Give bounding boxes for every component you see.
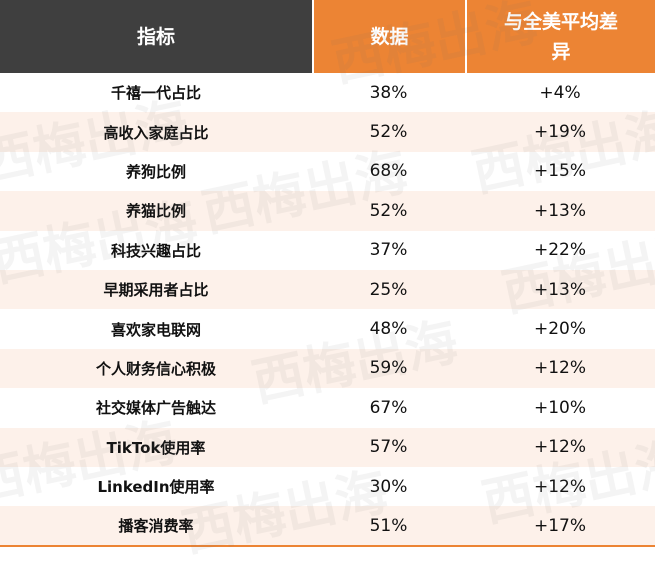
table-row: 科技兴趣占比 37% +22%	[0, 231, 655, 270]
table-row: 播客消费率 51% +17%	[0, 506, 655, 546]
cell-value: 68%	[369, 161, 408, 182]
table-row: 养猫比例 52% +13%	[0, 191, 655, 231]
cell-value: 67%	[369, 397, 408, 418]
table-row: 个人财务信心积极 59% +12%	[0, 348, 655, 389]
cell-value: 57%	[369, 437, 408, 458]
cell-diff: +10%	[533, 397, 587, 418]
table-row: TikTok使用率 57% +12%	[0, 427, 655, 467]
cell-metric: 养猫比例	[125, 202, 186, 221]
table-row: 社交媒体广告触达 67% +10%	[0, 388, 655, 427]
cell-diff: +13%	[533, 279, 587, 300]
cell-diff: +20%	[533, 319, 587, 340]
cell-value: 52%	[369, 122, 408, 143]
bottom-rule	[0, 545, 655, 547]
table-row: 早期采用者占比 25% +13%	[0, 269, 655, 310]
cell-diff: +13%	[533, 200, 587, 221]
cell-diff: +12%	[533, 476, 587, 497]
cell-diff: +12%	[533, 437, 587, 458]
cell-metric: 社交媒体广告触达	[95, 399, 216, 418]
cell-metric: 养狗比例	[125, 162, 186, 181]
cell-value: 48%	[369, 319, 408, 340]
cell-value: 51%	[369, 515, 408, 536]
cell-metric: 高收入家庭占比	[103, 123, 209, 142]
cell-metric: TikTok使用率	[106, 438, 206, 457]
data-table: 指标 数据 与全美平均差异 千禧一代占比 38% +4% 高收入家庭占比 52% +19%…	[0, 0, 655, 546]
cell-diff: +15%	[533, 161, 587, 182]
cell-metric: 早期采用者占比	[103, 281, 209, 300]
cell-metric: 个人财务信心积极	[95, 359, 216, 378]
cell-diff: +22%	[533, 240, 587, 261]
cell-value: 25%	[369, 279, 408, 300]
cell-value: 52%	[369, 200, 408, 221]
cell-diff: +4%	[539, 82, 581, 103]
cell-diff: +12%	[533, 358, 587, 379]
cell-value: 38%	[369, 82, 408, 103]
cell-diff: +19%	[533, 122, 587, 143]
cell-metric: 科技兴趣占比	[110, 241, 201, 260]
table-row: 养狗比例 68% +15%	[0, 152, 655, 191]
table-body: 千禧一代占比 38% +4% 高收入家庭占比 52% +19% 养狗比例 68% +15% 养猫比…	[0, 73, 655, 546]
cell-diff: +17%	[533, 515, 587, 536]
cell-metric: 喜欢家电联网	[110, 320, 201, 339]
cell-metric: 播客消费率	[118, 517, 194, 536]
cell-metric: LinkedIn使用率	[97, 478, 215, 497]
table-row: 高收入家庭占比 52% +19%	[0, 112, 655, 152]
cell-value: 59%	[369, 358, 408, 379]
header-value: 数据	[312, 0, 465, 73]
header-metric: 指标	[0, 0, 312, 73]
cell-metric: 千禧一代占比	[110, 84, 201, 103]
table-row: 千禧一代占比 38% +4%	[0, 73, 655, 112]
table-row: 喜欢家电联网 48% +20%	[0, 309, 655, 348]
cell-value: 30%	[369, 476, 408, 497]
header-diff: 与全美平均差异	[465, 0, 655, 73]
cell-value: 37%	[369, 240, 408, 261]
table-row: LinkedIn使用率 30% +12%	[0, 467, 655, 506]
table-header: 指标 数据 与全美平均差异	[0, 0, 655, 73]
